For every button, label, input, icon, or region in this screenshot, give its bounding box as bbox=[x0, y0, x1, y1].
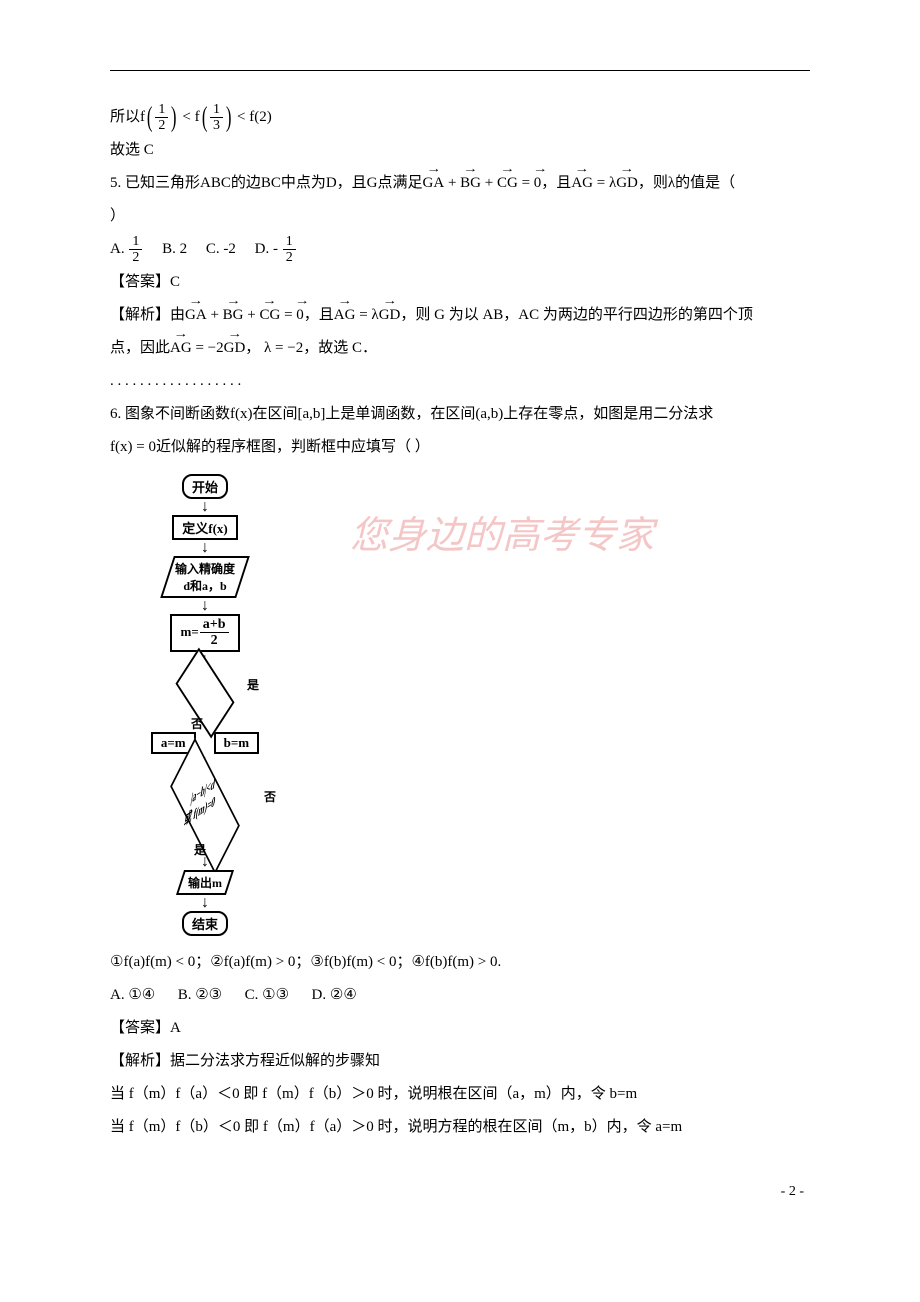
rp: ) bbox=[171, 104, 177, 132]
arrow-icon: ↓ bbox=[201, 895, 209, 911]
label-no2: 否 bbox=[264, 788, 276, 805]
lt: < bbox=[179, 109, 195, 125]
fc-out: 输出m bbox=[176, 870, 234, 895]
q6-options: A. ①④ B. ②③ C. ①③ D. ②④ bbox=[110, 979, 810, 1012]
optA: A. ①④ bbox=[110, 987, 155, 1003]
dots: . . . . . . . . . . . . . . . . . . bbox=[110, 365, 810, 398]
optD: D. bbox=[255, 241, 273, 257]
label-yes: 是 bbox=[247, 676, 259, 693]
q6-expl2: 当 f（m）f（a）＜0 即 f（m）f（b）＞0 时，说明根在区间（a，m）内… bbox=[110, 1078, 810, 1111]
fc-bm: b=m bbox=[214, 732, 259, 754]
tail: ，则λ的值是（ bbox=[638, 175, 735, 191]
vec: CG bbox=[259, 299, 280, 332]
frac13: 13 bbox=[210, 102, 223, 134]
txt: 5. 已知三角形ABC的边BC中点为D，且G点满足 bbox=[110, 175, 423, 191]
vec-ag: AG bbox=[571, 167, 593, 200]
q6-expl3: 当 f（m）f（b）＜0 即 f（m）f（a）＞0 时，说明方程的根在区间（m，… bbox=[110, 1111, 810, 1144]
vec-bg: BG bbox=[460, 167, 481, 200]
watermark: 您身边的高考专家 bbox=[350, 504, 654, 559]
optC: C. -2 bbox=[206, 241, 236, 257]
vec-gd: GD bbox=[616, 167, 638, 200]
q6-answer: 【答案】A bbox=[110, 1012, 810, 1045]
vec: GD bbox=[224, 332, 246, 365]
lp: ( bbox=[202, 104, 208, 132]
q6-stem2: f(x) = 0近似解的程序框图，判断框中应填写（ ） bbox=[110, 431, 810, 464]
txt: ，则 G 为以 AB，AC 为两边的平行四边形的第四个顶 bbox=[400, 307, 753, 323]
lp: ( bbox=[147, 104, 153, 132]
txt: 【解析】由 bbox=[110, 307, 185, 323]
f: f bbox=[195, 109, 200, 125]
vec-cg: CG bbox=[497, 167, 518, 200]
lt: < bbox=[233, 109, 249, 125]
q5-expl-2: 点，因此AG = −2GD， λ = −2，故选 C． bbox=[110, 332, 810, 365]
rp: ) bbox=[226, 104, 232, 132]
fc-input: 输入精确度 d和a，b bbox=[160, 556, 250, 598]
optA: A. bbox=[110, 241, 128, 257]
optC: C. ①③ bbox=[245, 987, 289, 1003]
fracA: 12 bbox=[129, 234, 142, 266]
vec: AG bbox=[170, 332, 192, 365]
optB: B. ②③ bbox=[178, 987, 222, 1003]
vec-ga: GA bbox=[423, 167, 445, 200]
arrow-icon: ↓ bbox=[201, 598, 209, 614]
optD: D. ②④ bbox=[312, 987, 357, 1003]
vec-zero: 0 bbox=[534, 167, 542, 200]
txt: ，且 bbox=[304, 307, 334, 323]
fracD: 12 bbox=[283, 234, 296, 266]
flowchart: 开始 ↓ 定义f(x) ↓ 输入精确度 d和a，b ↓ m=a+b2 ↓ 是 否… bbox=[130, 474, 370, 936]
optB: B. 2 bbox=[162, 241, 187, 257]
arrow-icon: ↓ bbox=[201, 540, 209, 556]
q6-stem1: 6. 图象不间断函数f(x)在区间[a,b]上是单调函数，在区间(a,b)上存在… bbox=[110, 398, 810, 431]
f: f bbox=[140, 109, 145, 125]
q5-close: ） bbox=[110, 200, 810, 233]
fc-mid: m=a+b2 bbox=[170, 614, 239, 652]
frac12: 12 bbox=[155, 102, 168, 134]
vec: 0 bbox=[296, 299, 304, 332]
optD-sign: - bbox=[273, 241, 282, 257]
fc-start: 开始 bbox=[182, 474, 228, 499]
txt: ，故选 C． bbox=[303, 340, 377, 356]
fc-def: 定义f(x) bbox=[172, 515, 238, 540]
q5-answer: 【答案】C bbox=[110, 266, 810, 299]
fc-decision-1 bbox=[175, 647, 234, 738]
txt: ， λ = −2 bbox=[245, 340, 303, 356]
q6-conds: ①f(a)f(m) < 0；②f(a)f(m) > 0；③f(b)f(m) < … bbox=[110, 946, 810, 979]
label-no: 否 bbox=[191, 715, 203, 732]
txt: = −2 bbox=[192, 340, 224, 356]
label-yes2: 是 bbox=[194, 841, 206, 858]
vec: GD bbox=[379, 299, 401, 332]
intro-line: 所以f(12) < f(13) < f(2) bbox=[110, 101, 810, 134]
top-rule bbox=[110, 70, 810, 71]
f2: f(2) bbox=[249, 109, 272, 125]
q5-stem: 5. 已知三角形ABC的边BC中点为D，且G点满足GA + BG + CG = … bbox=[110, 167, 810, 200]
fc-end: 结束 bbox=[182, 911, 228, 936]
vec: AG bbox=[334, 299, 356, 332]
arrow-icon: ↓ bbox=[201, 499, 209, 515]
txt: 点，因此 bbox=[110, 340, 170, 356]
q5-expl-1: 【解析】由GA + BG + CG = 0，且AG = λGD，则 G 为以 A… bbox=[110, 299, 810, 332]
txt: 所以 bbox=[110, 109, 140, 125]
q5-options: A. 12 B. 2 C. -2 D. - 12 bbox=[110, 233, 810, 266]
q6-expl1: 【解析】据二分法求方程近似解的步骤知 bbox=[110, 1045, 810, 1078]
page-number: - 2 - bbox=[110, 1184, 810, 1200]
